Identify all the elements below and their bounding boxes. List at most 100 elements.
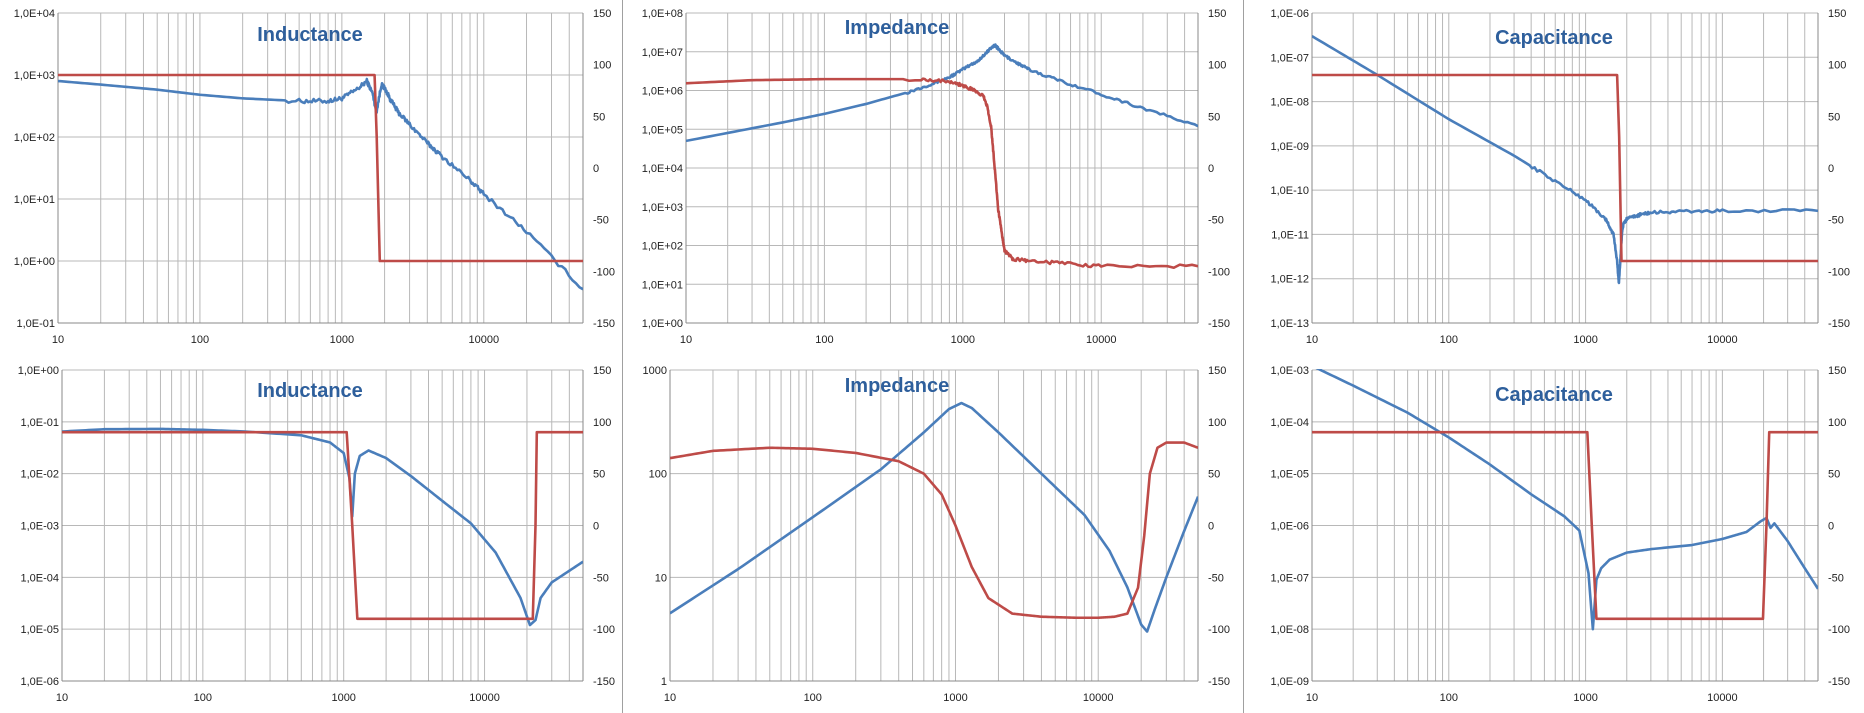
y2-tick-label: -100 [1208,624,1230,636]
chart-title: Impedance [845,17,949,39]
y-tick-label: 1,0E-08 [1270,97,1309,109]
y2-tick-label: 50 [1208,469,1220,481]
magnitude-series-line [62,427,583,627]
phase-series-line [62,430,583,621]
phase-series-line [686,77,1198,270]
chart-grid: 1,0E-011,0E+001,0E+011,0E+021,0E+031,0E+… [14,8,1850,704]
x-tick-label: 1000 [330,334,354,346]
x-tick-label: 1000 [951,334,975,346]
chart-title: Inductance [257,24,363,46]
y-tick-label: 1,0E-05 [20,624,59,636]
chart-title: Impedance [845,375,949,397]
y-tick-label: 1,0E+00 [14,256,55,268]
y2-tick-label: -150 [1208,318,1230,330]
x-tick-label: 10 [680,334,692,346]
y2-tick-label: -50 [593,215,609,227]
y2-tick-label: -150 [1208,676,1230,688]
y2-tick-label: -50 [1828,215,1844,227]
x-tick-label: 1000 [331,692,355,704]
y-tick-label: 1 [661,676,667,688]
y2-tick-label: 150 [593,365,611,377]
y-tick-label: 1,0E-01 [16,318,55,330]
y-tick-label: 1,0E-02 [20,469,59,481]
y2-tick-label: 0 [1828,163,1834,175]
y2-tick-label: 50 [593,469,605,481]
y2-tick-label: -150 [593,318,615,330]
gridlines [685,12,1199,324]
gridlines [669,369,1199,682]
y2-tick-label: 150 [1208,8,1226,20]
gridlines [1311,369,1819,682]
y-tick-label: 1,0E-04 [20,572,59,584]
y2-tick-label: 0 [593,163,599,175]
y2-tick-label: -50 [1828,572,1844,584]
y2-tick-label: 0 [593,521,599,533]
y2-tick-label: -150 [1828,318,1850,330]
y-tick-label: 1,0E+06 [642,86,683,98]
y2-tick-label: -150 [593,676,615,688]
y2-tick-label: 100 [1828,60,1846,72]
y-tick-label: 1,0E-10 [1270,185,1309,197]
gridlines [1311,12,1819,324]
y-tick-label: 1,0E-09 [1270,676,1309,688]
x-tick-label: 10 [664,692,676,704]
y-tick-label: 1,0E+00 [642,318,683,330]
y2-tick-label: 50 [1828,469,1840,481]
phase-series-line [670,441,1198,620]
x-tick-label: 1000 [943,692,967,704]
y-tick-label: 1,0E-01 [20,417,59,429]
y2-tick-label: -100 [593,624,615,636]
y-tick-label: 1,0E-03 [1270,365,1309,377]
x-tick-label: 10000 [1707,692,1738,704]
magnitude-series-line [1315,369,1818,631]
chart-title: Inductance [257,380,363,402]
x-tick-label: 100 [815,334,833,346]
y2-tick-label: 0 [1208,521,1214,533]
y2-tick-label: 50 [593,111,605,123]
magnitude-series-line [1312,35,1818,285]
x-tick-label: 1000 [1573,334,1597,346]
y-tick-label: 10 [655,572,667,584]
x-tick-label: 100 [191,334,209,346]
x-tick-label: 100 [804,692,822,704]
y-tick-label: 1,0E-06 [1270,521,1309,533]
x-tick-label: 10 [52,334,64,346]
x-tick-label: 10000 [1707,334,1738,346]
y2-tick-label: 50 [1828,111,1840,123]
y2-tick-label: -100 [1828,266,1850,278]
y-tick-label: 1,0E+01 [14,194,55,206]
gridlines [57,12,584,324]
x-tick-label: 10 [1306,334,1318,346]
y-tick-label: 1,0E+01 [642,279,683,291]
chart-panel-1: 1,0E-01 1,0E+00 1,0E+01 1,0E+02 1,0E+03 1,0E+… [14,8,615,346]
y-tick-label: 1,0E-07 [1270,52,1309,64]
y2-tick-label: -50 [593,572,609,584]
x-tick-label: 100 [1440,692,1458,704]
magnitude-series-line [58,77,583,291]
y-tick-label: 1,0E-08 [1270,624,1309,636]
chart-panel-2: 1,0E+00 1,0E+01 1,0E+02 1,0E+03 1,0E+04 1,0E+… [642,8,1230,346]
y2-tick-label: -100 [1208,266,1230,278]
y-tick-label: 1,0E+04 [642,163,683,175]
y2-tick-label: -100 [593,266,615,278]
y2-tick-label: 150 [1828,8,1846,20]
y2-tick-label: 100 [593,417,611,429]
y-tick-label: 1,0E-06 [20,676,59,688]
magnitude-series-line [686,43,1198,143]
x-tick-label: 1000 [1573,692,1597,704]
y-tick-label: 1,0E-03 [20,521,59,533]
y-tick-label: 1,0E+02 [14,132,55,144]
chart-panel-5: 1 10 100 1000 -150 -100 -50 0 50 100 150 10 100 1000 1… [643,365,1231,704]
y-tick-label: 1,0E-11 [1271,229,1309,241]
phase-series-line [1312,73,1818,263]
chart-panel-4: 1,0E-06 1,0E-05 1,0E-04 1,0E-03 1,0E-02 1,0E-… [18,365,615,704]
y2-tick-label: 100 [593,60,611,72]
phase-series-line [58,73,583,263]
y2-tick-label: -50 [1208,215,1224,227]
magnitude-series-line [670,401,1198,633]
y2-tick-label: 100 [1828,417,1846,429]
y-tick-label: 1,0E-05 [1270,469,1309,481]
y-tick-label: 1,0E+04 [14,8,55,20]
x-tick-label: 10 [1306,692,1318,704]
